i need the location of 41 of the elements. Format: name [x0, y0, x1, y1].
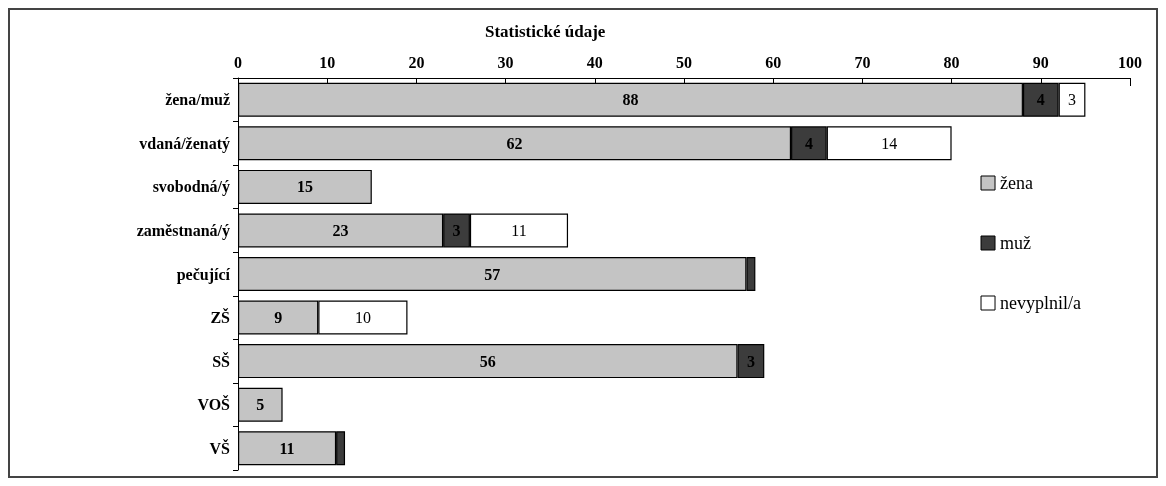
y-tick-label: zaměstnaná/ý: [136, 221, 230, 240]
x-tick-label: 0: [234, 53, 242, 71]
data-label: 23: [332, 221, 349, 239]
data-label: 4: [1036, 91, 1045, 109]
data-label: 9: [274, 309, 283, 327]
data-label: 15: [296, 178, 313, 196]
x-tick-label: 50: [676, 53, 692, 71]
x-tick-label: 20: [408, 53, 425, 71]
chart-title: Statistické údaje: [485, 22, 606, 41]
y-tick-label: ZŠ: [210, 308, 231, 327]
data-label: 3: [746, 352, 755, 370]
x-tick-label: 10: [319, 53, 336, 71]
legend-label: muž: [1000, 233, 1032, 253]
y-tick-label: SŠ: [212, 351, 231, 370]
data-label: 14: [881, 134, 898, 152]
data-label: 62: [506, 134, 523, 152]
x-tick-label: 40: [586, 53, 603, 71]
data-label: 88: [622, 91, 639, 109]
data-label: 11: [511, 221, 527, 239]
y-tick-label: žena/muž: [165, 91, 230, 109]
y-tick-label: VOŠ: [197, 395, 231, 414]
data-label: 4: [804, 134, 813, 152]
data-label: 3: [1068, 91, 1077, 109]
y-tick-label: pečující: [176, 265, 231, 284]
x-tick-label: 70: [854, 53, 871, 71]
legend-label: žena: [1000, 173, 1033, 193]
data-label: 10: [354, 309, 371, 327]
legend-label: nevyplnil/a: [1000, 293, 1082, 313]
y-tick-label: svobodná/ý: [152, 178, 230, 197]
x-tick-label: 80: [943, 53, 960, 71]
data-label: 5: [256, 396, 265, 414]
x-tick-label: 90: [1032, 53, 1049, 71]
y-tick-label: vdaná/ženatý: [139, 134, 230, 153]
data-label: 56: [479, 352, 496, 370]
data-label: 57: [484, 265, 501, 283]
data-label: 11: [279, 439, 295, 457]
y-tick-label: VŠ: [209, 438, 231, 457]
x-tick-label: 100: [1118, 53, 1142, 71]
x-tick-label: 60: [765, 53, 782, 71]
data-label: 3: [452, 221, 461, 239]
x-tick-label: 30: [497, 53, 514, 71]
